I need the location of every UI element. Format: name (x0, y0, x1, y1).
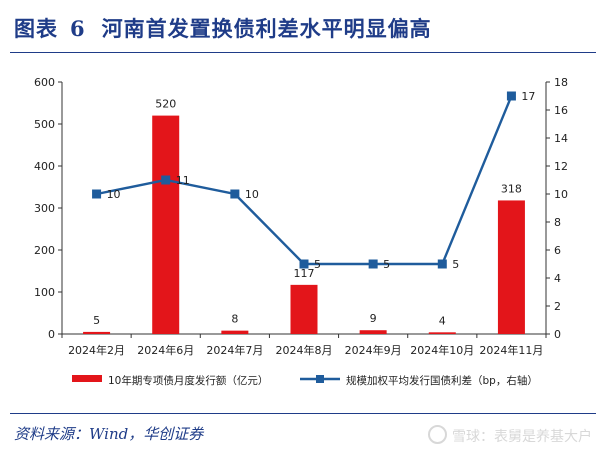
figure-title: 河南首发置换债利差水平明显偏高 (101, 16, 432, 41)
source-note: 资料来源：Wind，华创证券 (14, 425, 204, 443)
combo-chart: 0 100 200 300 400 500 600 0 2 4 6 8 10 12 14 16 18 2024年2… (34, 76, 568, 387)
watermark: 雪球：表舅是养基大户 (428, 425, 592, 446)
line-value-label: 10 (245, 188, 259, 201)
figure-label: 图表 (14, 16, 58, 41)
bar-value-label: 8 (231, 313, 238, 326)
bar-value-label: 9 (370, 312, 377, 325)
snowball-icon (428, 425, 447, 444)
line-marker (437, 259, 447, 269)
line-marker (92, 189, 102, 199)
right-tick-label: 6 (554, 244, 561, 257)
bar-value-label: 5 (93, 314, 100, 327)
x-tick-label: 2024年7月 (206, 343, 263, 357)
legend-line-marker (316, 375, 324, 383)
line-marker (161, 175, 171, 185)
line-value-label: 17 (521, 90, 535, 103)
bar (83, 331, 111, 334)
legend-bar-swatch (72, 375, 102, 382)
bar (290, 284, 318, 334)
left-tick-label: 100 (34, 286, 55, 299)
line-marker (299, 259, 309, 269)
chart-axes: 0 100 200 300 400 500 600 0 2 4 6 8 10 12 14 16 18 2024年2… (34, 76, 568, 357)
line-marker (230, 189, 240, 199)
right-tick-label: 0 (554, 328, 561, 341)
line-series (92, 91, 516, 269)
data-labels: 5 520 8 117 9 4 318 10 11 10 5 5 5 17 (93, 90, 535, 327)
x-tick-label: 2024年9月 (345, 343, 402, 357)
right-tick-label: 16 (554, 104, 568, 117)
x-tick-label: 2024年6月 (137, 343, 194, 357)
bar-value-label: 117 (294, 267, 315, 280)
line-marker (368, 259, 378, 269)
title-divider (10, 52, 596, 53)
chart-legend: 10年期专项债月度发行额（亿元） 规模加权平均发行国债利差（bp，右轴） (72, 374, 538, 387)
left-tick-label: 200 (34, 244, 55, 257)
figure-number: 6 (70, 15, 86, 41)
bar (497, 200, 525, 334)
line-marker (506, 91, 516, 101)
left-tick-label: 300 (34, 202, 55, 215)
bar-value-label: 318 (501, 182, 522, 195)
left-tick-label: 500 (34, 118, 55, 131)
left-tick-label: 600 (34, 76, 55, 89)
x-tick-label: 2024年11月 (479, 343, 543, 357)
bar (221, 330, 249, 334)
right-tick-label: 12 (554, 160, 568, 173)
left-tick-label: 400 (34, 160, 55, 173)
bar-value-label: 4 (439, 314, 446, 327)
bar (428, 332, 456, 334)
chart-title: 图表 6 河南首发置换债利差水平明显偏高 (14, 8, 432, 48)
right-tick-label: 8 (554, 216, 561, 229)
bar (359, 330, 387, 334)
x-tick-label: 2024年10月 (410, 343, 474, 357)
line-value-label: 5 (452, 258, 459, 271)
bar-value-label: 520 (155, 98, 176, 111)
right-tick-label: 18 (554, 76, 568, 89)
line-value-label: 5 (314, 258, 321, 271)
line-value-label: 11 (176, 174, 190, 187)
right-tick-label: 14 (554, 132, 568, 145)
x-tick-label: 2024年8月 (276, 343, 333, 357)
legend-line-label: 规模加权平均发行国债利差（bp，右轴） (346, 374, 538, 387)
x-tick-label: 2024年2月 (68, 343, 125, 357)
left-tick-label: 0 (48, 328, 55, 341)
right-tick-label: 4 (554, 272, 561, 285)
bar-series (83, 115, 525, 334)
legend-bar-label: 10年期专项债月度发行额（亿元） (108, 374, 268, 387)
right-tick-label: 2 (554, 300, 561, 313)
footer-divider (10, 413, 596, 414)
line-value-label: 5 (383, 258, 390, 271)
right-tick-label: 10 (554, 188, 568, 201)
watermark-text: 雪球：表舅是养基大户 (452, 429, 592, 445)
bar (152, 115, 180, 334)
line-value-label: 10 (107, 188, 121, 201)
